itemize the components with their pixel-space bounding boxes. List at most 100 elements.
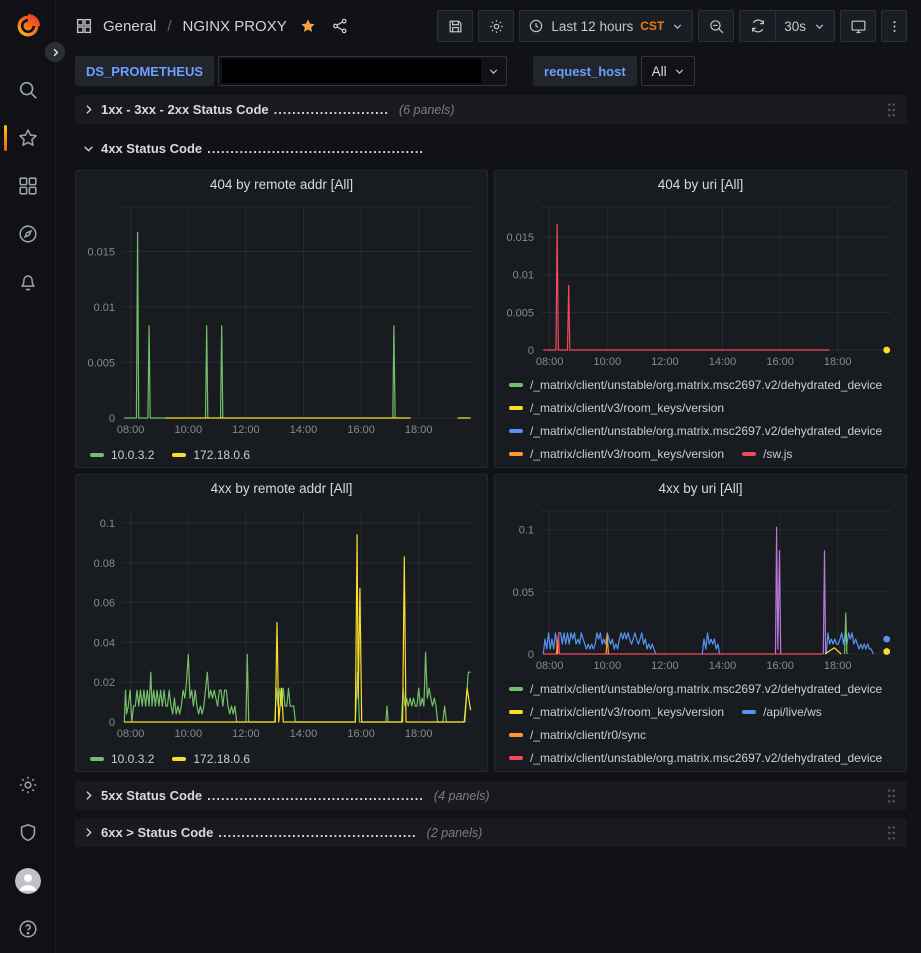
dashboard-menu-button[interactable] [881,10,907,42]
sidebar-item-profile[interactable] [0,857,55,905]
legend-label: 172.18.0.6 [193,751,251,766]
dashboard-title[interactable]: NGINX PROXY [182,17,287,35]
variable-select-ds-prometheus[interactable] [218,56,508,86]
panel-legend: 10.0.3.2 172.18.0.6 [82,439,481,466]
save-icon [449,20,462,32]
toolbar: Last 12 hours CST [437,10,907,42]
legend-swatch [90,452,104,457]
panel-legend: /_matrix/client/unstable/org.matrix.msc2… [501,675,900,767]
legend-swatch [509,755,523,760]
legend-item[interactable]: /_matrix/client/v3/room_keys/version [509,396,724,419]
svg-text:0.05: 0.05 [513,587,534,599]
panel-title-text: 404 by uri [All] [657,176,744,192]
favorite-star-button[interactable] [297,15,319,37]
legend-item[interactable]: /_matrix/client/v3/room_keys/version [509,700,724,723]
sidebar-item-configuration[interactable] [0,761,55,809]
zoom-out-button[interactable] [698,10,735,42]
legend-item[interactable]: /sw.js [742,442,792,463]
panel-legend: /_matrix/client/unstable/org.matrix.msc2… [501,371,900,463]
row-panel-count: (4 panels) [433,788,490,803]
dashboard-row-4xx[interactable]: 4xx Status Code ........................… [75,134,907,163]
panel-title[interactable]: 404 by uri [All] [501,171,900,197]
sidebar-item-help[interactable] [0,905,55,953]
dashboards-grid-icon [18,177,37,195]
tv-cycle-button[interactable] [840,10,876,42]
legend-label: /_matrix/client/unstable/org.matrix.msc2… [530,377,883,392]
panel-title[interactable]: 4xx by uri [All] [501,475,900,501]
sidebar-expand-button[interactable] [44,41,66,63]
legend-item[interactable]: /_matrix/client/unstable/org.matrix.msc2… [509,419,882,442]
breadcrumb-section[interactable]: General [103,17,157,35]
dashboard-body: 1xx - 3xx - 2xx Status Code ............… [75,95,907,847]
save-dashboard-button[interactable] [437,10,474,42]
legend-item[interactable]: 10.0.3.2 [90,747,154,770]
svg-text:0.02: 0.02 [94,677,115,689]
panel-title-text: 4xx by remote addr [All] [210,480,353,496]
panel-4xx-by-uri: 4xx by uri [All] 0 0.05 0.1 08:00 10:00 12:00… [494,474,907,772]
share-button[interactable] [329,15,351,37]
refresh-button[interactable] [739,10,776,42]
time-range-picker[interactable]: Last 12 hours CST [519,10,694,42]
sidebar-item-alerting[interactable] [0,258,55,306]
panel-4xx-by-remote-addr: 4xx by remote addr [All] 0 0.02 0.04 0.06 0.… [75,474,488,772]
legend-swatch [509,686,523,691]
dashboard-row-6xx[interactable]: 6xx > Status Code ......................… [75,818,907,847]
panel-title-text: 4xx by uri [All] [658,480,743,496]
time-series-chart[interactable]: 0 0.02 0.04 0.06 0.08 0.1 08:00 10:00 12:00 14:00… [82,501,483,743]
legend-item[interactable]: /_matrix/client/unstable/org.matrix.msc2… [509,677,882,700]
sidebar-item-server-admin[interactable] [0,809,55,857]
refresh-interval-value: 30s [784,18,806,34]
panel-title[interactable]: 404 by remote addr [All] [82,171,481,197]
svg-text:10:00: 10:00 [594,660,622,672]
legend-item[interactable]: /_matrix/client/unstable/org.matrix.msc2… [509,373,882,396]
time-series-chart[interactable]: 0 0.05 0.1 08:00 10:00 12:00 14:00 16:00 18:00 [501,501,902,675]
legend-item[interactable]: /api/live/ws [742,700,822,723]
zoom-out-icon [709,19,724,33]
dashboard-settings-button[interactable] [478,10,515,42]
sidebar-item-dashboards[interactable] [0,162,55,210]
dashboard-row-5xx[interactable]: 5xx Status Code ........................… [75,781,907,810]
share-icon [332,18,347,34]
legend-swatch [509,405,523,410]
svg-text:12:00: 12:00 [232,424,260,436]
svg-text:0.1: 0.1 [100,518,115,530]
variable-select-request-host[interactable]: All [640,56,695,86]
star-icon [18,129,37,147]
chevron-right-icon [53,48,58,56]
search-icon [19,81,37,99]
row-panel-count: (2 panels) [426,825,483,840]
time-series-chart[interactable]: 0 0.005 0.01 0.015 08:00 10:00 12:00 14:00 16:00… [501,197,902,371]
apps-grid-icon [76,18,92,34]
panel-title[interactable]: 4xx by remote addr [All] [82,475,481,501]
svg-text:12:00: 12:00 [232,728,260,740]
legend-item[interactable]: 172.18.0.6 [172,747,250,770]
legend-swatch [172,452,187,457]
clock-icon [530,19,543,33]
row-drag-handle[interactable] [886,102,897,118]
time-series-chart[interactable]: 0 0.005 0.01 0.015 08:00 10:00 12:00 14:00 16:00… [82,197,483,439]
row-drag-handle[interactable] [886,788,897,804]
sidebar-item-starred[interactable] [0,114,55,162]
svg-text:08:00: 08:00 [117,728,145,740]
legend-item[interactable]: 172.18.0.6 [172,443,250,466]
legend-item[interactable]: /_matrix/client/v3/room_keys/version [509,442,724,463]
refresh-group: 30s [739,10,835,42]
row-title: 6xx > Status Code [101,825,214,840]
legend-item[interactable]: /_matrix/client/unstable/org.matrix.msc2… [509,746,882,767]
legend-item[interactable]: 10.0.3.2 [90,443,154,466]
row-leader-dots: ........................................… [207,788,424,803]
row-drag-handle[interactable] [886,825,897,841]
svg-text:0.015: 0.015 [87,246,115,258]
grafana-logo[interactable] [0,0,55,52]
legend-label: /_matrix/client/unstable/org.matrix.msc2… [530,681,883,696]
gear-icon [490,19,503,33]
legend-item[interactable]: /_matrix/client/r0/sync [509,723,646,746]
row-title: 1xx - 3xx - 2xx Status Code [101,102,269,117]
refresh-interval-dropdown[interactable]: 30s [775,10,835,42]
sidebar-item-explore[interactable] [0,210,55,258]
row-leader-dots: ........................................… [207,141,424,156]
legend-label: 10.0.3.2 [111,751,155,766]
svg-text:10:00: 10:00 [175,728,203,740]
dashboard-row-1xx-3xx-2xx[interactable]: 1xx - 3xx - 2xx Status Code ............… [75,95,907,124]
sidebar-item-search[interactable] [0,66,55,114]
